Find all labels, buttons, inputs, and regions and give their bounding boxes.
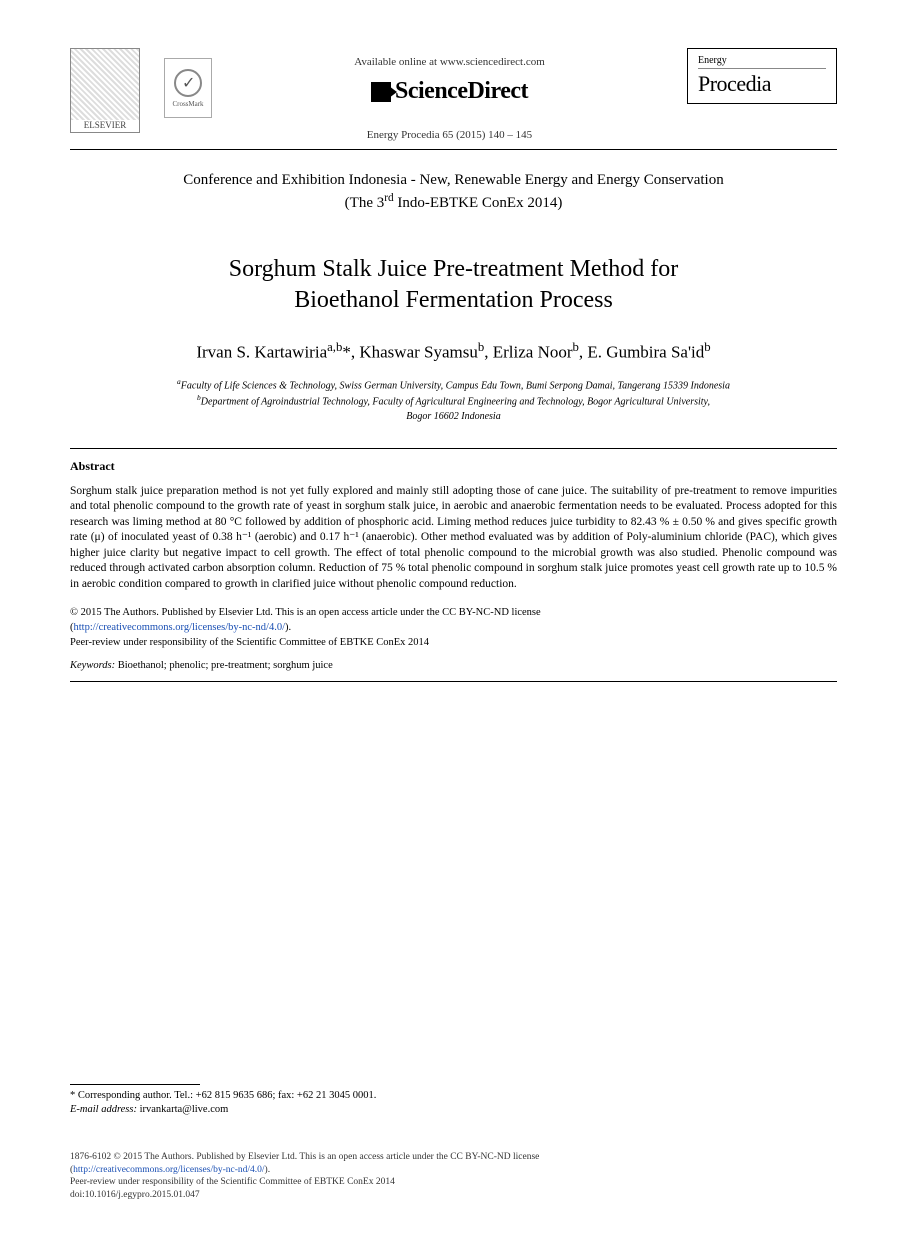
footnote-rule [70, 1084, 200, 1085]
header-right: Energy Procedia [687, 48, 837, 104]
email-address: irvankarta@live.com [137, 1104, 228, 1115]
sciencedirect-icon [371, 82, 391, 102]
conference-info: Conference and Exhibition Indonesia - Ne… [70, 170, 837, 214]
crossmark-logo[interactable]: CrossMark [164, 58, 212, 118]
peer-review-line: Peer-review under responsibility of the … [70, 637, 429, 648]
conference-line2-prefix: (The 3 [345, 195, 385, 211]
footer-license-link[interactable]: http://creativecommons.org/licenses/by-n… [73, 1165, 264, 1175]
conference-line1: Conference and Exhibition Indonesia - Ne… [183, 172, 723, 188]
keywords-block: Keywords: Bioethanol; phenolic; pre-trea… [70, 660, 837, 671]
author-2-name: Khaswar Syamsu [359, 343, 478, 362]
header-row: ELSEVIER CrossMark Available online at w… [70, 48, 837, 141]
journal-category: Energy [698, 55, 826, 69]
available-online-text: Available online at www.sciencedirect.co… [212, 56, 687, 68]
license-link[interactable]: http://creativecommons.org/licenses/by-n… [74, 622, 286, 633]
journal-name: Procedia [698, 71, 826, 97]
journal-reference: Energy Procedia 65 (2015) 140 – 145 [212, 129, 687, 141]
email-label: E-mail address: [70, 1104, 137, 1115]
header-left: ELSEVIER CrossMark [70, 48, 212, 133]
footer-line1: 1876-6102 © 2015 The Authors. Published … [70, 1152, 539, 1162]
journal-box: Energy Procedia [687, 48, 837, 104]
footer-block: 1876-6102 © 2015 The Authors. Published … [70, 1151, 837, 1202]
affiliations: aFaculty of Life Sciences & Technology, … [70, 377, 837, 424]
author-4-name: E. Gumbira Sa'id [587, 343, 704, 362]
copyright-line1: © 2015 The Authors. Published by Elsevie… [70, 607, 541, 618]
author-1-sup: a,b [327, 340, 342, 354]
abstract-body: Sorghum stalk juice preparation method i… [70, 484, 837, 593]
author-1-name: Irvan S. Kartawiria [196, 343, 327, 362]
sciencedirect-label: ScienceDirect [395, 78, 528, 104]
crossmark-icon [174, 69, 202, 97]
elsevier-logo: ELSEVIER [70, 48, 140, 133]
copyright-block: © 2015 The Authors. Published by Elsevie… [70, 606, 837, 650]
authors-list: Irvan S. Kartawiriaa,b*, Khaswar Syamsub… [70, 340, 837, 363]
keywords-label: Keywords: [70, 660, 115, 671]
header-center: Available online at www.sciencedirect.co… [212, 48, 687, 141]
corresponding-author: * Corresponding author. Tel.: +62 815 96… [70, 1089, 837, 1104]
crossmark-label: CrossMark [172, 100, 203, 108]
elsevier-tree-icon [71, 49, 139, 120]
abstract-top-rule [70, 448, 837, 449]
footer-peer-review: Peer-review under responsibility of the … [70, 1177, 395, 1187]
footnote-block: * Corresponding author. Tel.: +62 815 96… [70, 1084, 837, 1118]
affil-b-text2: Bogor 16602 Indonesia [406, 411, 500, 422]
affil-b-text: Department of Agroindustrial Technology,… [201, 397, 710, 408]
elsevier-label: ELSEVIER [84, 120, 127, 130]
author-4-sup: b [704, 340, 710, 354]
conference-line2-sup: rd [384, 192, 393, 204]
author-3-sup: b [573, 340, 579, 354]
sciencedirect-brand: ScienceDirect [212, 78, 687, 105]
header-rule [70, 149, 837, 150]
keywords-text: Bioethanol; phenolic; pre-treatment; sor… [115, 660, 333, 671]
keywords-bottom-rule [70, 681, 837, 682]
abstract-heading: Abstract [70, 459, 837, 474]
affil-a-text: Faculty of Life Sciences & Technology, S… [181, 380, 730, 391]
author-1-mark: *, [342, 343, 359, 362]
author-3-name: Erliza Noor [493, 343, 573, 362]
title-line1: Sorghum Stalk Juice Pre-treatment Method… [229, 256, 678, 282]
footer-doi: doi:10.1016/j.egypro.2015.01.047 [70, 1190, 200, 1200]
title-line2: Bioethanol Fermentation Process [294, 287, 613, 313]
conference-line2-suffix: Indo-EBTKE ConEx 2014) [394, 195, 563, 211]
author-2-sup: b [478, 340, 484, 354]
paper-title: Sorghum Stalk Juice Pre-treatment Method… [70, 254, 837, 316]
